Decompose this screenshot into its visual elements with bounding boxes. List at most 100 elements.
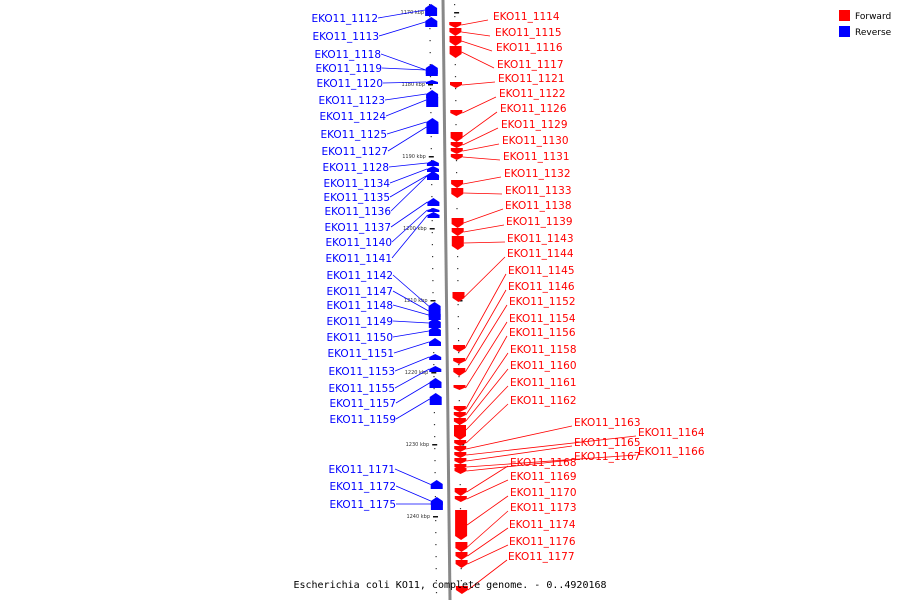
forward-gene-feature[interactable] [450,110,463,116]
reverse-gene-label[interactable]: EKO11_1113 [312,31,379,43]
forward-gene-label[interactable]: EKO11_1117 [497,59,564,71]
forward-gene-feature[interactable] [451,188,464,198]
forward-gene-feature[interactable] [454,425,466,440]
forward-gene-label[interactable]: EKO11_1138 [505,200,572,212]
forward-gene-label[interactable]: EKO11_1139 [506,216,573,228]
forward-gene-label[interactable]: EKO11_1174 [509,519,576,531]
forward-gene-label[interactable]: EKO11_1145 [508,265,575,277]
reverse-gene-label[interactable]: EKO11_1142 [326,270,393,282]
forward-gene-label[interactable]: EKO11_1131 [503,151,570,163]
forward-gene-feature[interactable] [450,132,463,142]
forward-gene-label[interactable]: EKO11_1126 [500,103,567,115]
forward-gene-feature[interactable] [455,586,468,594]
forward-gene-label[interactable]: EKO11_1163 [574,417,641,429]
reverse-gene-feature[interactable] [426,80,438,84]
forward-gene-feature[interactable] [454,468,467,474]
reverse-gene-feature[interactable] [427,166,439,172]
reverse-gene-feature[interactable] [425,4,438,16]
forward-gene-label[interactable]: EKO11_1121 [498,73,565,85]
forward-gene-label[interactable]: EKO11_1156 [509,327,576,339]
forward-gene-label[interactable]: EKO11_1115 [495,27,562,39]
forward-gene-feature[interactable] [453,385,466,390]
forward-gene-label[interactable]: EKO11_1168 [510,457,577,469]
forward-gene-label[interactable]: EKO11_1122 [499,88,566,100]
forward-gene-label[interactable]: EKO11_1177 [508,551,575,563]
forward-gene-label[interactable]: EKO11_1144 [507,248,574,260]
reverse-gene-feature[interactable] [428,310,441,320]
reverse-gene-feature[interactable] [425,66,438,74]
reverse-gene-feature[interactable] [425,17,438,27]
forward-gene-label[interactable]: EKO11_1114 [493,11,560,23]
forward-gene-label[interactable]: EKO11_1133 [505,185,572,197]
forward-gene-feature[interactable] [454,452,467,458]
reverse-gene-label[interactable]: EKO11_1128 [322,162,389,174]
forward-gene-label[interactable]: EKO11_1160 [510,360,577,372]
reverse-gene-label[interactable]: EKO11_1175 [329,499,396,511]
reverse-gene-feature[interactable] [427,198,440,206]
reverse-gene-feature[interactable] [428,318,441,328]
reverse-gene-feature[interactable] [429,354,442,360]
reverse-gene-label[interactable]: EKO11_1140 [325,237,392,249]
forward-gene-feature[interactable] [449,28,462,36]
reverse-gene-label[interactable]: EKO11_1151 [327,348,394,360]
reverse-gene-label[interactable]: EKO11_1118 [314,49,381,61]
reverse-gene-label[interactable]: EKO11_1124 [319,111,386,123]
reverse-gene-feature[interactable] [428,326,441,336]
reverse-gene-label[interactable]: EKO11_1148 [326,300,393,312]
forward-gene-label[interactable]: EKO11_1166 [638,446,705,458]
reverse-gene-feature[interactable] [430,498,443,510]
forward-gene-feature[interactable] [451,180,464,188]
reverse-gene-feature[interactable] [426,160,439,166]
reverse-gene-feature[interactable] [427,174,440,178]
reverse-gene-label[interactable]: EKO11_1112 [311,13,378,25]
forward-gene-label[interactable]: EKO11_1116 [496,42,563,54]
reverse-gene-label[interactable]: EKO11_1172 [329,481,396,493]
reverse-gene-label[interactable]: EKO11_1127 [321,146,388,158]
reverse-gene-feature[interactable] [429,366,442,372]
forward-gene-feature[interactable] [455,510,468,540]
reverse-gene-label[interactable]: EKO11_1119 [315,63,382,75]
forward-gene-feature[interactable] [453,368,466,376]
forward-gene-label[interactable]: EKO11_1161 [510,377,577,389]
forward-gene-label[interactable]: EKO11_1165 [574,437,641,449]
forward-gene-feature[interactable] [453,418,466,425]
forward-gene-label[interactable]: EKO11_1154 [509,313,576,325]
reverse-gene-feature[interactable] [429,338,441,346]
forward-gene-feature[interactable] [455,552,468,560]
reverse-gene-label[interactable]: EKO11_1136 [324,206,391,218]
forward-gene-label[interactable]: EKO11_1167 [574,451,641,463]
forward-gene-feature[interactable] [451,236,464,250]
forward-gene-feature[interactable] [449,36,462,46]
forward-gene-feature[interactable] [451,218,464,228]
forward-gene-label[interactable]: EKO11_1169 [510,471,577,483]
forward-gene-feature[interactable] [451,228,464,236]
reverse-gene-label[interactable]: EKO11_1153 [328,366,395,378]
forward-gene-feature[interactable] [454,440,467,446]
forward-gene-label[interactable]: EKO11_1164 [638,427,705,439]
reverse-gene-feature[interactable] [426,120,439,134]
forward-gene-label[interactable]: EKO11_1173 [510,502,577,514]
reverse-gene-label[interactable]: EKO11_1155 [328,383,395,395]
reverse-gene-label[interactable]: EKO11_1137 [324,222,391,234]
reverse-gene-label[interactable]: EKO11_1134 [323,178,390,190]
reverse-gene-label[interactable]: EKO11_1135 [323,192,390,204]
forward-gene-feature[interactable] [453,412,466,418]
reverse-gene-label[interactable]: EKO11_1141 [325,253,392,265]
forward-gene-label[interactable]: EKO11_1152 [509,296,576,308]
forward-gene-feature[interactable] [453,406,466,412]
forward-gene-feature[interactable] [449,22,462,28]
reverse-gene-feature[interactable] [427,208,440,212]
forward-gene-label[interactable]: EKO11_1129 [501,119,568,131]
forward-gene-feature[interactable] [453,358,466,364]
forward-gene-label[interactable]: EKO11_1132 [504,168,571,180]
forward-gene-label[interactable]: EKO11_1143 [507,233,574,245]
reverse-gene-label[interactable]: EKO11_1123 [318,95,385,107]
reverse-gene-feature[interactable] [426,93,439,107]
forward-gene-label[interactable]: EKO11_1146 [508,281,575,293]
reverse-gene-label[interactable]: EKO11_1120 [316,78,383,90]
forward-gene-feature[interactable] [449,46,462,58]
forward-gene-feature[interactable] [454,446,467,452]
forward-gene-label[interactable]: EKO11_1162 [510,395,577,407]
forward-gene-feature[interactable] [450,82,462,88]
forward-gene-feature[interactable] [455,560,468,568]
